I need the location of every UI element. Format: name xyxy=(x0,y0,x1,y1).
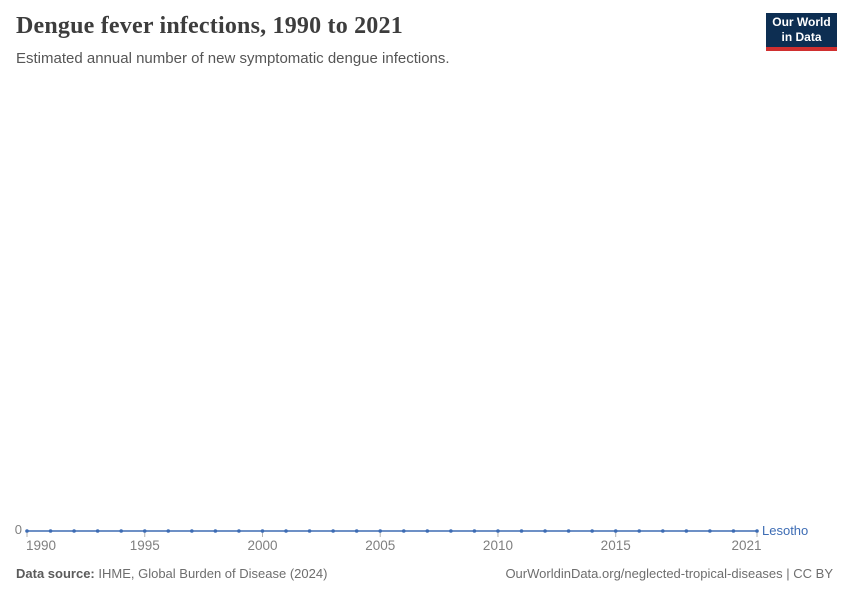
data-point xyxy=(95,529,100,533)
data-point xyxy=(378,529,383,533)
x-axis-tick-label: 1990 xyxy=(26,538,57,553)
data-point xyxy=(25,529,29,533)
owid-logo-line1: Our World xyxy=(772,15,831,29)
data-point xyxy=(166,529,171,533)
x-axis-tick-label: 1995 xyxy=(129,538,160,553)
data-point xyxy=(708,529,712,533)
data-point xyxy=(731,529,736,533)
data-point xyxy=(449,529,453,533)
data-point xyxy=(48,529,53,533)
data-point xyxy=(72,529,76,533)
data-point xyxy=(637,529,642,533)
series-label-lesotho: Lesotho xyxy=(762,523,809,538)
x-axis-tick-label: 2000 xyxy=(247,538,278,553)
x-axis-tick-label: 2021 xyxy=(731,538,762,553)
data-source-value: IHME, Global Burden of Disease (2024) xyxy=(94,566,328,581)
data-point xyxy=(260,529,265,533)
data-point xyxy=(284,529,288,533)
x-axis-tick-labels: 1990 1995 2000 2005 2010 2015 2021 xyxy=(0,538,850,554)
data-point xyxy=(519,529,524,533)
data-point xyxy=(213,529,218,533)
data-point xyxy=(566,529,571,533)
data-point xyxy=(472,529,477,533)
data-point xyxy=(425,529,430,533)
x-axis-tick-label: 2010 xyxy=(482,538,513,553)
x-axis-tick-label: 2015 xyxy=(600,538,631,553)
data-point xyxy=(401,529,406,533)
data-point xyxy=(661,529,665,533)
data-point xyxy=(237,529,241,533)
x-axis-tick-label: 2005 xyxy=(365,538,396,553)
owid-logo-line2: in Data xyxy=(781,30,822,44)
y-axis-tick-label: 0 xyxy=(14,522,22,537)
credit-line: OurWorldinData.org/neglected-tropical-di… xyxy=(505,566,833,581)
data-point xyxy=(755,529,759,533)
data-point xyxy=(590,529,594,533)
owid-logo: Our World in Data xyxy=(766,13,837,51)
chart-subtitle: Estimated annual number of new symptomat… xyxy=(16,50,450,67)
data-point xyxy=(307,529,312,533)
data-point xyxy=(496,529,500,533)
data-source-label: Data source: xyxy=(16,566,95,581)
data-source-line: Data source: IHME, Global Burden of Dise… xyxy=(16,565,327,583)
data-point xyxy=(354,529,359,533)
data-point xyxy=(613,529,618,533)
data-point xyxy=(331,529,335,533)
data-point xyxy=(543,529,547,533)
data-point xyxy=(119,529,123,533)
data-point xyxy=(190,529,194,533)
data-point xyxy=(684,529,689,533)
chart-footer: Data source: IHME, Global Burden of Dise… xyxy=(16,565,833,583)
data-point xyxy=(142,529,147,533)
chart-title: Dengue fever infections, 1990 to 2021 xyxy=(16,13,403,39)
